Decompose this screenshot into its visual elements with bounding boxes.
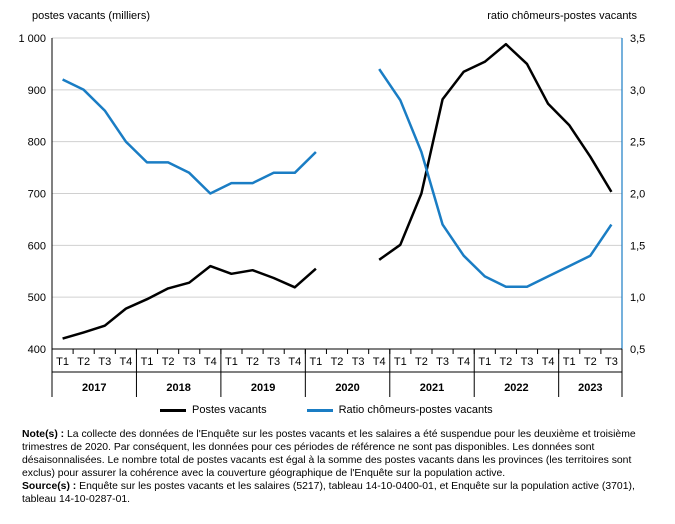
x-quarter-label: T1 <box>56 356 69 368</box>
series-line-postes-vacants <box>62 264 317 340</box>
x-quarter-label: T2 <box>584 356 597 368</box>
x-year-label: 2017 <box>82 382 106 394</box>
legend-item-postes-vacants: Postes vacants <box>160 404 267 416</box>
x-quarter-label: T1 <box>563 356 576 368</box>
x-quarter-label: T3 <box>183 356 196 368</box>
x-quarter-label: T4 <box>373 356 386 368</box>
source-paragraph: Source(s) : Enquête sur les postes vacan… <box>22 480 647 506</box>
y-right-tick-label: 0,5 <box>630 344 645 356</box>
x-quarter-label: T4 <box>119 356 132 368</box>
legend-label-ratio: Ratio chômeurs-postes vacants <box>338 404 493 416</box>
source-text: Enquête sur les postes vacants et les sa… <box>22 481 635 505</box>
y-left-axis-title: postes vacants (milliers) <box>32 10 150 22</box>
legend-swatch-postes-vacants <box>160 408 186 412</box>
y-left-tick-label: 400 <box>28 344 46 356</box>
series-line-ratio <box>378 68 613 289</box>
note-paragraph: Note(s) : La collecte des données de l'E… <box>22 428 647 480</box>
legend-label-postes-vacants: Postes vacants <box>192 404 267 416</box>
y-right-tick-label: 1,0 <box>630 292 645 304</box>
y-left-tick-label: 600 <box>28 240 46 252</box>
y-left-tick-label: 1 000 <box>18 33 46 45</box>
y-left-tick-label: 900 <box>28 85 46 97</box>
x-quarter-label: T3 <box>436 356 449 368</box>
x-quarter-label: T3 <box>352 356 365 368</box>
x-year-label: 2022 <box>504 382 528 394</box>
x-year-label: 2018 <box>166 382 190 394</box>
notes: Note(s) : La collecte des données de l'E… <box>22 428 647 506</box>
x-year-label: 2019 <box>251 382 275 394</box>
x-quarter-label: T2 <box>162 356 175 368</box>
legend-item-ratio: Ratio chômeurs-postes vacants <box>306 404 493 416</box>
y-right-tick-label: 3,5 <box>630 33 645 45</box>
series-line-ratio <box>62 78 317 195</box>
x-quarter-label: T1 <box>478 356 491 368</box>
x-quarter-label: T1 <box>394 356 407 368</box>
x-year-label: 2023 <box>578 382 602 394</box>
x-quarter-label: T1 <box>225 356 238 368</box>
y-left-tick-label: 500 <box>28 292 46 304</box>
y-right-tick-label: 2,5 <box>630 137 645 149</box>
y-right-axis-title: ratio chômeurs-postes vacants <box>487 10 637 22</box>
x-quarter-label: T3 <box>521 356 534 368</box>
x-quarter-label: T3 <box>98 356 111 368</box>
x-year-label: 2021 <box>420 382 444 394</box>
x-quarter-label: T4 <box>288 356 301 368</box>
series <box>62 42 613 340</box>
chart: postes vacants (milliers) ratio chômeurs… <box>18 10 645 397</box>
y-left-tick-label: 800 <box>28 137 46 149</box>
x-quarter-label: T1 <box>141 356 154 368</box>
series-line-postes-vacants <box>378 42 613 261</box>
x-quarter-label: T1 <box>309 356 322 368</box>
x-quarter-label: T4 <box>542 356 555 368</box>
y-right-tick-label: 3,0 <box>630 85 645 97</box>
legend-swatch-ratio <box>306 408 333 412</box>
x-quarter-label: T3 <box>267 356 280 368</box>
x-quarter-label: T2 <box>331 356 344 368</box>
y-left-tick-label: 700 <box>28 189 46 201</box>
x-quarter-label: T2 <box>246 356 259 368</box>
legend: Postes vacants Ratio chômeurs-postes vac… <box>160 404 493 416</box>
note-label: Note(s) : <box>22 429 65 440</box>
axes: 400 500 600 700 800 900 1 000 0,5 1,0 1,5 2,0 2,5 3,… <box>18 33 645 397</box>
x-quarter-label: T2 <box>415 356 428 368</box>
x-quarter-label: T2 <box>77 356 90 368</box>
note-text: La collecte des données de l'Enquête sur… <box>22 429 636 479</box>
y-right-tick-label: 1,5 <box>630 240 645 252</box>
y-right-tick-label: 2,0 <box>630 189 645 201</box>
x-year-label: 2020 <box>335 382 359 394</box>
x-quarter-label: T2 <box>499 356 512 368</box>
x-quarter-label: T3 <box>605 356 618 368</box>
x-quarter-label: T4 <box>457 356 470 368</box>
x-quarter-label: T4 <box>204 356 217 368</box>
grid <box>52 37 622 350</box>
source-label: Source(s) : <box>22 481 77 492</box>
